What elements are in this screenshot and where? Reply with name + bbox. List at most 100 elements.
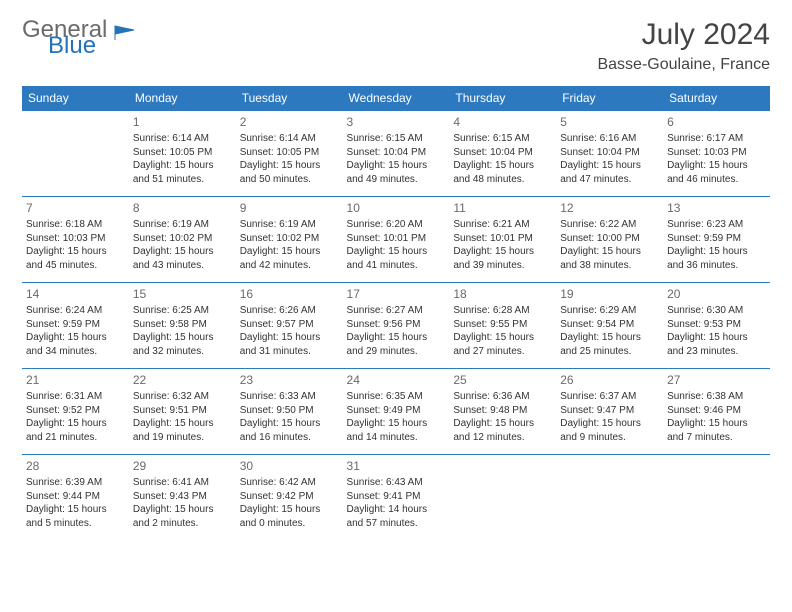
- day-number: 17: [347, 286, 446, 302]
- sunrise-line: Sunrise: 6:14 AM: [133, 132, 232, 146]
- brand-logo: General Blue: [22, 18, 136, 58]
- day-cell: 30Sunrise: 6:42 AMSunset: 9:42 PMDayligh…: [236, 455, 343, 541]
- day-cell: 1Sunrise: 6:14 AMSunset: 10:05 PMDayligh…: [129, 111, 236, 197]
- header: General Blue July 2024 Basse-Goulaine, F…: [22, 18, 770, 74]
- sunrise-line: Sunrise: 6:21 AM: [453, 218, 552, 232]
- day-number: 26: [560, 372, 659, 388]
- daylight-line: Daylight: 15 hours and 49 minutes.: [347, 159, 446, 186]
- day-cell: 14Sunrise: 6:24 AMSunset: 9:59 PMDayligh…: [22, 283, 129, 369]
- week-row: 21Sunrise: 6:31 AMSunset: 9:52 PMDayligh…: [22, 369, 770, 455]
- day-header: Thursday: [449, 86, 556, 111]
- sunrise-line: Sunrise: 6:16 AM: [560, 132, 659, 146]
- sunset-line: Sunset: 9:55 PM: [453, 318, 552, 332]
- daylight-line: Daylight: 15 hours and 38 minutes.: [560, 245, 659, 272]
- day-cell: 11Sunrise: 6:21 AMSunset: 10:01 PMDaylig…: [449, 197, 556, 283]
- day-cell: 15Sunrise: 6:25 AMSunset: 9:58 PMDayligh…: [129, 283, 236, 369]
- sunset-line: Sunset: 10:01 PM: [347, 232, 446, 246]
- day-number: 23: [240, 372, 339, 388]
- day-number: 31: [347, 458, 446, 474]
- sunrise-line: Sunrise: 6:42 AM: [240, 476, 339, 490]
- day-cell: 12Sunrise: 6:22 AMSunset: 10:00 PMDaylig…: [556, 197, 663, 283]
- sunset-line: Sunset: 9:43 PM: [133, 490, 232, 504]
- day-number: 4: [453, 114, 552, 130]
- sunrise-line: Sunrise: 6:27 AM: [347, 304, 446, 318]
- sunrise-line: Sunrise: 6:18 AM: [26, 218, 125, 232]
- week-row: 14Sunrise: 6:24 AMSunset: 9:59 PMDayligh…: [22, 283, 770, 369]
- day-cell: 24Sunrise: 6:35 AMSunset: 9:49 PMDayligh…: [343, 369, 450, 455]
- sunset-line: Sunset: 9:42 PM: [240, 490, 339, 504]
- sunrise-line: Sunrise: 6:38 AM: [667, 390, 766, 404]
- sunset-line: Sunset: 10:03 PM: [26, 232, 125, 246]
- sunset-line: Sunset: 9:50 PM: [240, 404, 339, 418]
- daylight-line: Daylight: 15 hours and 9 minutes.: [560, 417, 659, 444]
- sunrise-line: Sunrise: 6:33 AM: [240, 390, 339, 404]
- daylight-line: Daylight: 15 hours and 12 minutes.: [453, 417, 552, 444]
- day-cell: 29Sunrise: 6:41 AMSunset: 9:43 PMDayligh…: [129, 455, 236, 541]
- day-cell: 20Sunrise: 6:30 AMSunset: 9:53 PMDayligh…: [663, 283, 770, 369]
- sunset-line: Sunset: 9:56 PM: [347, 318, 446, 332]
- daylight-line: Daylight: 15 hours and 50 minutes.: [240, 159, 339, 186]
- sunrise-line: Sunrise: 6:23 AM: [667, 218, 766, 232]
- daylight-line: Daylight: 15 hours and 5 minutes.: [26, 503, 125, 530]
- sunset-line: Sunset: 10:04 PM: [560, 146, 659, 160]
- day-number: 8: [133, 200, 232, 216]
- day-cell: 25Sunrise: 6:36 AMSunset: 9:48 PMDayligh…: [449, 369, 556, 455]
- day-number: 5: [560, 114, 659, 130]
- sunset-line: Sunset: 10:04 PM: [347, 146, 446, 160]
- day-number: 13: [667, 200, 766, 216]
- day-number: 27: [667, 372, 766, 388]
- daylight-line: Daylight: 15 hours and 16 minutes.: [240, 417, 339, 444]
- day-cell: 19Sunrise: 6:29 AMSunset: 9:54 PMDayligh…: [556, 283, 663, 369]
- calendar-table: SundayMondayTuesdayWednesdayThursdayFrid…: [22, 86, 770, 541]
- sunset-line: Sunset: 10:00 PM: [560, 232, 659, 246]
- daylight-line: Daylight: 15 hours and 42 minutes.: [240, 245, 339, 272]
- location: Basse-Goulaine, France: [597, 56, 770, 74]
- day-number: 22: [133, 372, 232, 388]
- sunset-line: Sunset: 9:48 PM: [453, 404, 552, 418]
- sunrise-line: Sunrise: 6:41 AM: [133, 476, 232, 490]
- day-cell: 27Sunrise: 6:38 AMSunset: 9:46 PMDayligh…: [663, 369, 770, 455]
- daylight-line: Daylight: 15 hours and 39 minutes.: [453, 245, 552, 272]
- day-cell: 13Sunrise: 6:23 AMSunset: 9:59 PMDayligh…: [663, 197, 770, 283]
- sunset-line: Sunset: 10:05 PM: [133, 146, 232, 160]
- sunrise-line: Sunrise: 6:30 AM: [667, 304, 766, 318]
- day-cell: 28Sunrise: 6:39 AMSunset: 9:44 PMDayligh…: [22, 455, 129, 541]
- daylight-line: Daylight: 15 hours and 36 minutes.: [667, 245, 766, 272]
- daylight-line: Daylight: 15 hours and 19 minutes.: [133, 417, 232, 444]
- daylight-line: Daylight: 15 hours and 0 minutes.: [240, 503, 339, 530]
- day-number: 6: [667, 114, 766, 130]
- daylight-line: Daylight: 15 hours and 27 minutes.: [453, 331, 552, 358]
- day-number: 12: [560, 200, 659, 216]
- day-number: 14: [26, 286, 125, 302]
- day-cell: 6Sunrise: 6:17 AMSunset: 10:03 PMDayligh…: [663, 111, 770, 197]
- day-header-row: SundayMondayTuesdayWednesdayThursdayFrid…: [22, 86, 770, 111]
- sunset-line: Sunset: 9:47 PM: [560, 404, 659, 418]
- day-cell: 2Sunrise: 6:14 AMSunset: 10:05 PMDayligh…: [236, 111, 343, 197]
- day-number: 15: [133, 286, 232, 302]
- day-cell: 7Sunrise: 6:18 AMSunset: 10:03 PMDayligh…: [22, 197, 129, 283]
- brand-word2: Blue: [48, 34, 136, 58]
- sunrise-line: Sunrise: 6:32 AM: [133, 390, 232, 404]
- day-number: 24: [347, 372, 446, 388]
- day-cell: 21Sunrise: 6:31 AMSunset: 9:52 PMDayligh…: [22, 369, 129, 455]
- sunrise-line: Sunrise: 6:31 AM: [26, 390, 125, 404]
- sunset-line: Sunset: 9:53 PM: [667, 318, 766, 332]
- sunset-line: Sunset: 9:44 PM: [26, 490, 125, 504]
- day-cell: 9Sunrise: 6:19 AMSunset: 10:02 PMDayligh…: [236, 197, 343, 283]
- sunset-line: Sunset: 10:02 PM: [240, 232, 339, 246]
- sunset-line: Sunset: 10:05 PM: [240, 146, 339, 160]
- sunrise-line: Sunrise: 6:17 AM: [667, 132, 766, 146]
- day-cell: 3Sunrise: 6:15 AMSunset: 10:04 PMDayligh…: [343, 111, 450, 197]
- sunrise-line: Sunrise: 6:36 AM: [453, 390, 552, 404]
- day-header: Saturday: [663, 86, 770, 111]
- daylight-line: Daylight: 15 hours and 45 minutes.: [26, 245, 125, 272]
- day-cell: 10Sunrise: 6:20 AMSunset: 10:01 PMDaylig…: [343, 197, 450, 283]
- sunset-line: Sunset: 10:03 PM: [667, 146, 766, 160]
- week-row: 1Sunrise: 6:14 AMSunset: 10:05 PMDayligh…: [22, 111, 770, 197]
- sunrise-line: Sunrise: 6:43 AM: [347, 476, 446, 490]
- day-cell: 8Sunrise: 6:19 AMSunset: 10:02 PMDayligh…: [129, 197, 236, 283]
- day-number: 19: [560, 286, 659, 302]
- day-cell: [449, 455, 556, 541]
- daylight-line: Daylight: 15 hours and 41 minutes.: [347, 245, 446, 272]
- daylight-line: Daylight: 15 hours and 34 minutes.: [26, 331, 125, 358]
